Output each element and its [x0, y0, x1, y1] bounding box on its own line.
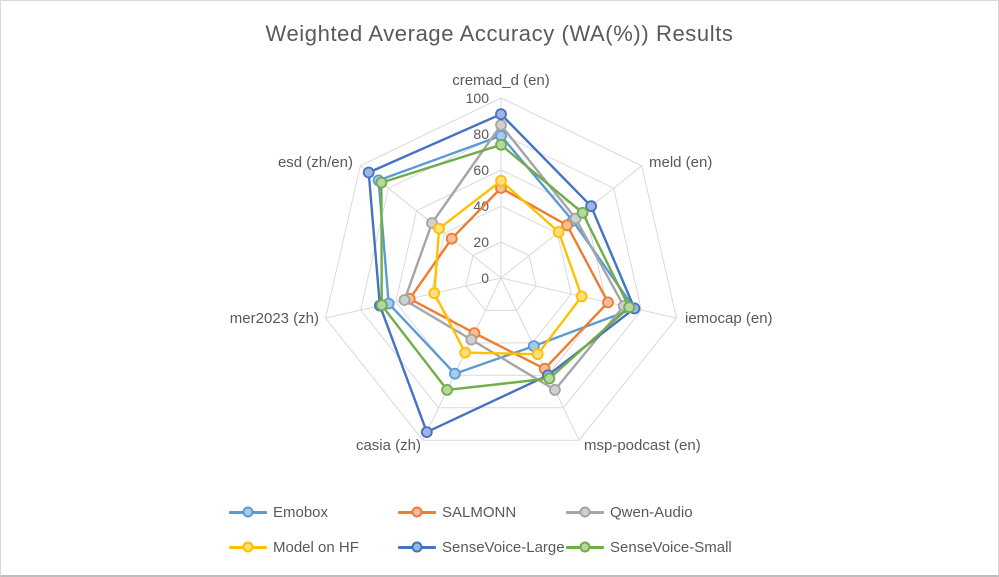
legend-item-salmonn: SALMONN	[398, 503, 566, 521]
data-point-sensevoice-large-esd-zh-en	[362, 166, 375, 179]
data-point-model-on-hf-iemocap-en	[575, 290, 588, 303]
legend-marker-icon	[411, 541, 423, 553]
legend-line-icon	[229, 506, 267, 518]
legend-marker-icon	[242, 541, 254, 553]
legend-label: Emobox	[273, 503, 329, 521]
legend-line-icon	[566, 506, 604, 518]
data-point-salmonn-esd-zh-en	[445, 232, 458, 245]
tick-label-40: 40	[473, 198, 489, 214]
legend-line-icon	[229, 541, 267, 553]
data-point-sensevoice-small-casia-zh	[441, 383, 454, 396]
axis-label-casia-zh: casia (zh)	[356, 437, 421, 454]
radar-spoke-iemocap-en	[500, 277, 677, 319]
data-point-qwen-audio-msp-podcast-en	[549, 383, 561, 396]
tick-label-0: 0	[481, 270, 489, 286]
series-line-qwen-audio	[403, 123, 625, 392]
data-point-sensevoice-large-cremad-d-en	[495, 108, 507, 121]
axis-label-cremad-d-en: cremad_d (en)	[452, 72, 550, 89]
legend-item-emobox: Emobox	[229, 503, 398, 521]
radar-spoke-casia-zh	[422, 277, 502, 441]
axis-label-mer2023-zh: mer2023 (zh)	[230, 310, 319, 327]
legend-label: SenseVoice-Small	[610, 538, 732, 556]
data-point-qwen-audio-casia-zh	[465, 333, 478, 346]
series-line-salmonn	[408, 186, 610, 370]
data-point-salmonn-iemocap-en	[602, 296, 614, 309]
legend-marker-icon	[242, 506, 254, 518]
tick-label-20: 20	[473, 234, 489, 250]
axis-label-iemocap-en: iemocap (en)	[685, 310, 773, 327]
axis-label-meld-en: meld (en)	[649, 154, 712, 171]
data-point-sensevoice-small-msp-podcast-en	[543, 372, 556, 385]
legend-label: SALMONN	[442, 503, 517, 521]
legend-marker-icon	[579, 541, 591, 553]
legend-marker-icon	[579, 506, 591, 518]
axis-label-esd-zh-en: esd (zh/en)	[278, 154, 353, 171]
data-point-sensevoice-small-mer2023-zh	[375, 299, 388, 312]
legend-item-model-on-hf: Model on HF	[229, 538, 398, 556]
legend: Emobox SALMONN Qwen-Audio Model on HF Se…	[229, 503, 732, 556]
legend-label: SenseVoice-Large	[442, 538, 565, 556]
legend-item-sensevoice-large: SenseVoice-Large	[398, 538, 566, 556]
legend-item-sensevoice-small: SenseVoice-Small	[566, 538, 732, 556]
legend-line-icon	[398, 506, 436, 518]
data-point-model-on-hf-cremad-d-en	[495, 174, 507, 187]
data-point-sensevoice-small-esd-zh-en	[375, 176, 388, 189]
data-point-model-on-hf-esd-zh-en	[433, 222, 446, 235]
tick-label-80: 80	[473, 126, 489, 142]
legend-item-qwen-audio: Qwen-Audio	[566, 503, 732, 521]
data-point-model-on-hf-mer2023-zh	[428, 287, 441, 300]
data-point-sensevoice-large-casia-zh	[420, 426, 433, 439]
radar-gridline-100	[324, 97, 678, 441]
series-line-model-on-hf	[433, 179, 583, 356]
legend-label: Qwen-Audio	[610, 503, 693, 521]
legend-label: Model on HF	[273, 538, 359, 556]
legend-line-icon	[566, 541, 604, 553]
data-point-model-on-hf-msp-podcast-en	[531, 348, 544, 361]
radar-gridline-80	[360, 133, 642, 409]
tick-label-60: 60	[473, 162, 489, 178]
data-point-qwen-audio-cremad-d-en	[495, 119, 507, 131]
data-point-model-on-hf-casia-zh	[459, 346, 472, 359]
tick-label-100: 100	[466, 90, 490, 106]
radar-gridline-20	[465, 241, 537, 311]
data-point-qwen-audio-mer2023-zh	[398, 294, 411, 306]
data-point-sensevoice-small-iemocap-en	[623, 301, 635, 314]
data-point-salmonn-meld-en	[561, 219, 573, 232]
legend-line-icon	[398, 541, 436, 553]
data-point-model-on-hf-meld-en	[552, 226, 565, 238]
data-point-sensevoice-large-meld-en	[585, 200, 597, 213]
data-point-sensevoice-small-meld-en	[576, 206, 589, 219]
data-point-sensevoice-small-cremad-d-en	[495, 138, 507, 151]
axis-label-msp-podcast-en: msp-podcast (en)	[584, 437, 701, 454]
series-line-sensevoice-large	[367, 112, 636, 434]
legend-marker-icon	[411, 506, 423, 518]
series-line-sensevoice-small	[380, 143, 631, 392]
radar-gridline-40	[430, 205, 572, 344]
data-point-emobox-casia-zh	[448, 367, 461, 380]
chart-title: Weighted Average Accuracy (WA(%)) Result…	[265, 21, 734, 46]
